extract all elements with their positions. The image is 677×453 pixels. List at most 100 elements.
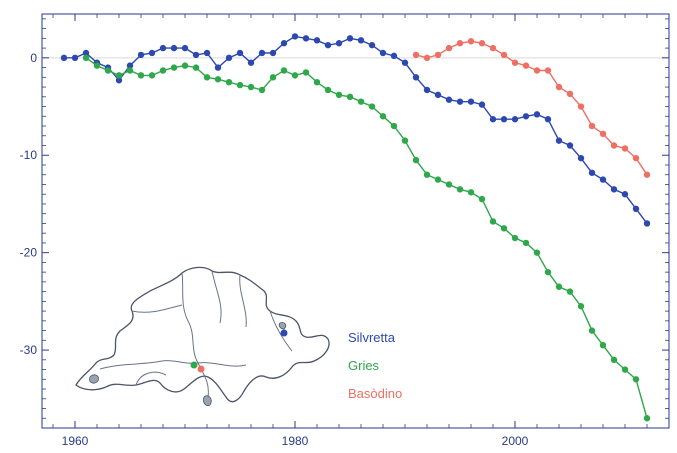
data-point-gries (269, 74, 277, 81)
data-point-gries (478, 195, 486, 203)
data-point-silvretta (401, 59, 409, 66)
map-marker-basodino (197, 365, 205, 373)
data-point-basodino (445, 44, 453, 52)
y-tick-label: -30 (20, 343, 38, 357)
data-point-gries (599, 342, 607, 349)
data-point-gries (159, 67, 167, 74)
data-point-silvretta (412, 74, 420, 81)
data-point-basodino (588, 122, 596, 130)
x-axis: 1960 1980 2000 (52, 14, 670, 448)
data-point-basodino (544, 67, 552, 74)
data-point-silvretta (60, 54, 68, 62)
data-point-silvretta (258, 49, 266, 57)
y-axis: 0 -10 -20 -30 (20, 18, 669, 429)
series-layer (60, 33, 651, 422)
data-point-gries (214, 76, 222, 83)
data-point-silvretta (566, 142, 574, 149)
data-point-silvretta (203, 49, 211, 57)
data-point-silvretta (357, 37, 365, 44)
map-marker-gries (190, 361, 198, 369)
data-point-silvretta (368, 41, 376, 49)
data-point-gries (137, 72, 145, 79)
data-point-basodino (456, 40, 464, 47)
data-point-basodino (522, 62, 530, 69)
data-point-gries (500, 225, 508, 232)
data-point-basodino (478, 40, 486, 47)
switzerland-outline (75, 266, 330, 403)
data-point-silvretta (181, 44, 189, 52)
data-point-gries (346, 93, 354, 101)
data-point-basodino (500, 51, 508, 59)
y-tick-label: -10 (20, 148, 38, 162)
data-point-basodino (511, 59, 519, 66)
data-point-silvretta (148, 49, 156, 57)
data-point-silvretta (610, 186, 618, 193)
data-point-silvretta (269, 49, 277, 57)
data-point-silvretta (555, 137, 563, 144)
data-point-silvretta (588, 169, 596, 176)
data-point-gries (544, 268, 552, 276)
data-point-silvretta (137, 51, 145, 59)
data-point-silvretta (126, 62, 134, 69)
data-point-gries (225, 78, 233, 86)
data-point-gries (390, 122, 398, 130)
data-point-silvretta (313, 37, 321, 44)
data-point-gries (401, 137, 409, 144)
data-point-silvretta (225, 54, 233, 62)
inset-map (75, 266, 330, 406)
data-point-gries (566, 288, 574, 295)
data-point-silvretta (390, 52, 398, 60)
data-point-basodino (632, 154, 640, 162)
data-point-gries (555, 283, 563, 290)
data-point-gries (467, 189, 475, 196)
data-point-gries (621, 366, 629, 373)
data-point-gries (313, 78, 321, 86)
data-point-silvretta (82, 49, 90, 57)
data-point-silvretta (115, 77, 123, 84)
data-point-silvretta (214, 64, 222, 71)
data-point-basodino (423, 54, 431, 62)
data-point-silvretta (577, 154, 585, 162)
data-point-silvretta (291, 33, 299, 40)
data-point-gries (588, 327, 596, 334)
data-point-silvretta (280, 40, 288, 47)
data-point-gries (181, 62, 189, 69)
data-point-silvretta (346, 35, 354, 42)
map-marker-silvretta (280, 329, 288, 337)
data-point-gries (170, 64, 178, 71)
data-point-gries (379, 113, 387, 120)
x-tick-label: 2000 (502, 434, 529, 448)
legend-label-silvretta: Silvretta (348, 330, 396, 345)
data-point-silvretta (159, 44, 167, 52)
data-point-basodino (555, 83, 563, 91)
data-point-gries (423, 171, 431, 178)
data-point-gries (236, 81, 244, 89)
data-point-basodino (599, 130, 607, 138)
data-point-gries (148, 72, 156, 79)
data-point-gries (412, 156, 420, 164)
data-point-gries (489, 218, 497, 225)
legend-label-basodino: Basòdino (348, 386, 402, 401)
data-point-gries (104, 67, 112, 74)
data-point-basodino (434, 51, 442, 59)
data-point-silvretta (71, 54, 79, 62)
plot-frame (41, 13, 670, 429)
series-line-basodino (415, 40, 648, 176)
data-point-silvretta (511, 116, 519, 123)
x-tick-label: 1960 (62, 434, 89, 448)
data-point-gries (324, 86, 332, 94)
data-point-silvretta (379, 49, 387, 57)
data-point-silvretta (247, 59, 255, 66)
data-point-basodino (577, 103, 585, 110)
legend-label-gries: Gries (348, 358, 380, 373)
data-point-silvretta (236, 49, 244, 57)
data-point-silvretta (533, 111, 541, 118)
series-line-silvretta (64, 35, 648, 224)
data-point-gries (368, 103, 376, 110)
data-point-silvretta (599, 176, 607, 183)
data-point-gries (82, 54, 90, 62)
data-point-basodino (467, 38, 475, 45)
data-point-gries (302, 69, 310, 76)
data-point-gries (445, 181, 453, 188)
data-point-basodino (621, 145, 629, 152)
